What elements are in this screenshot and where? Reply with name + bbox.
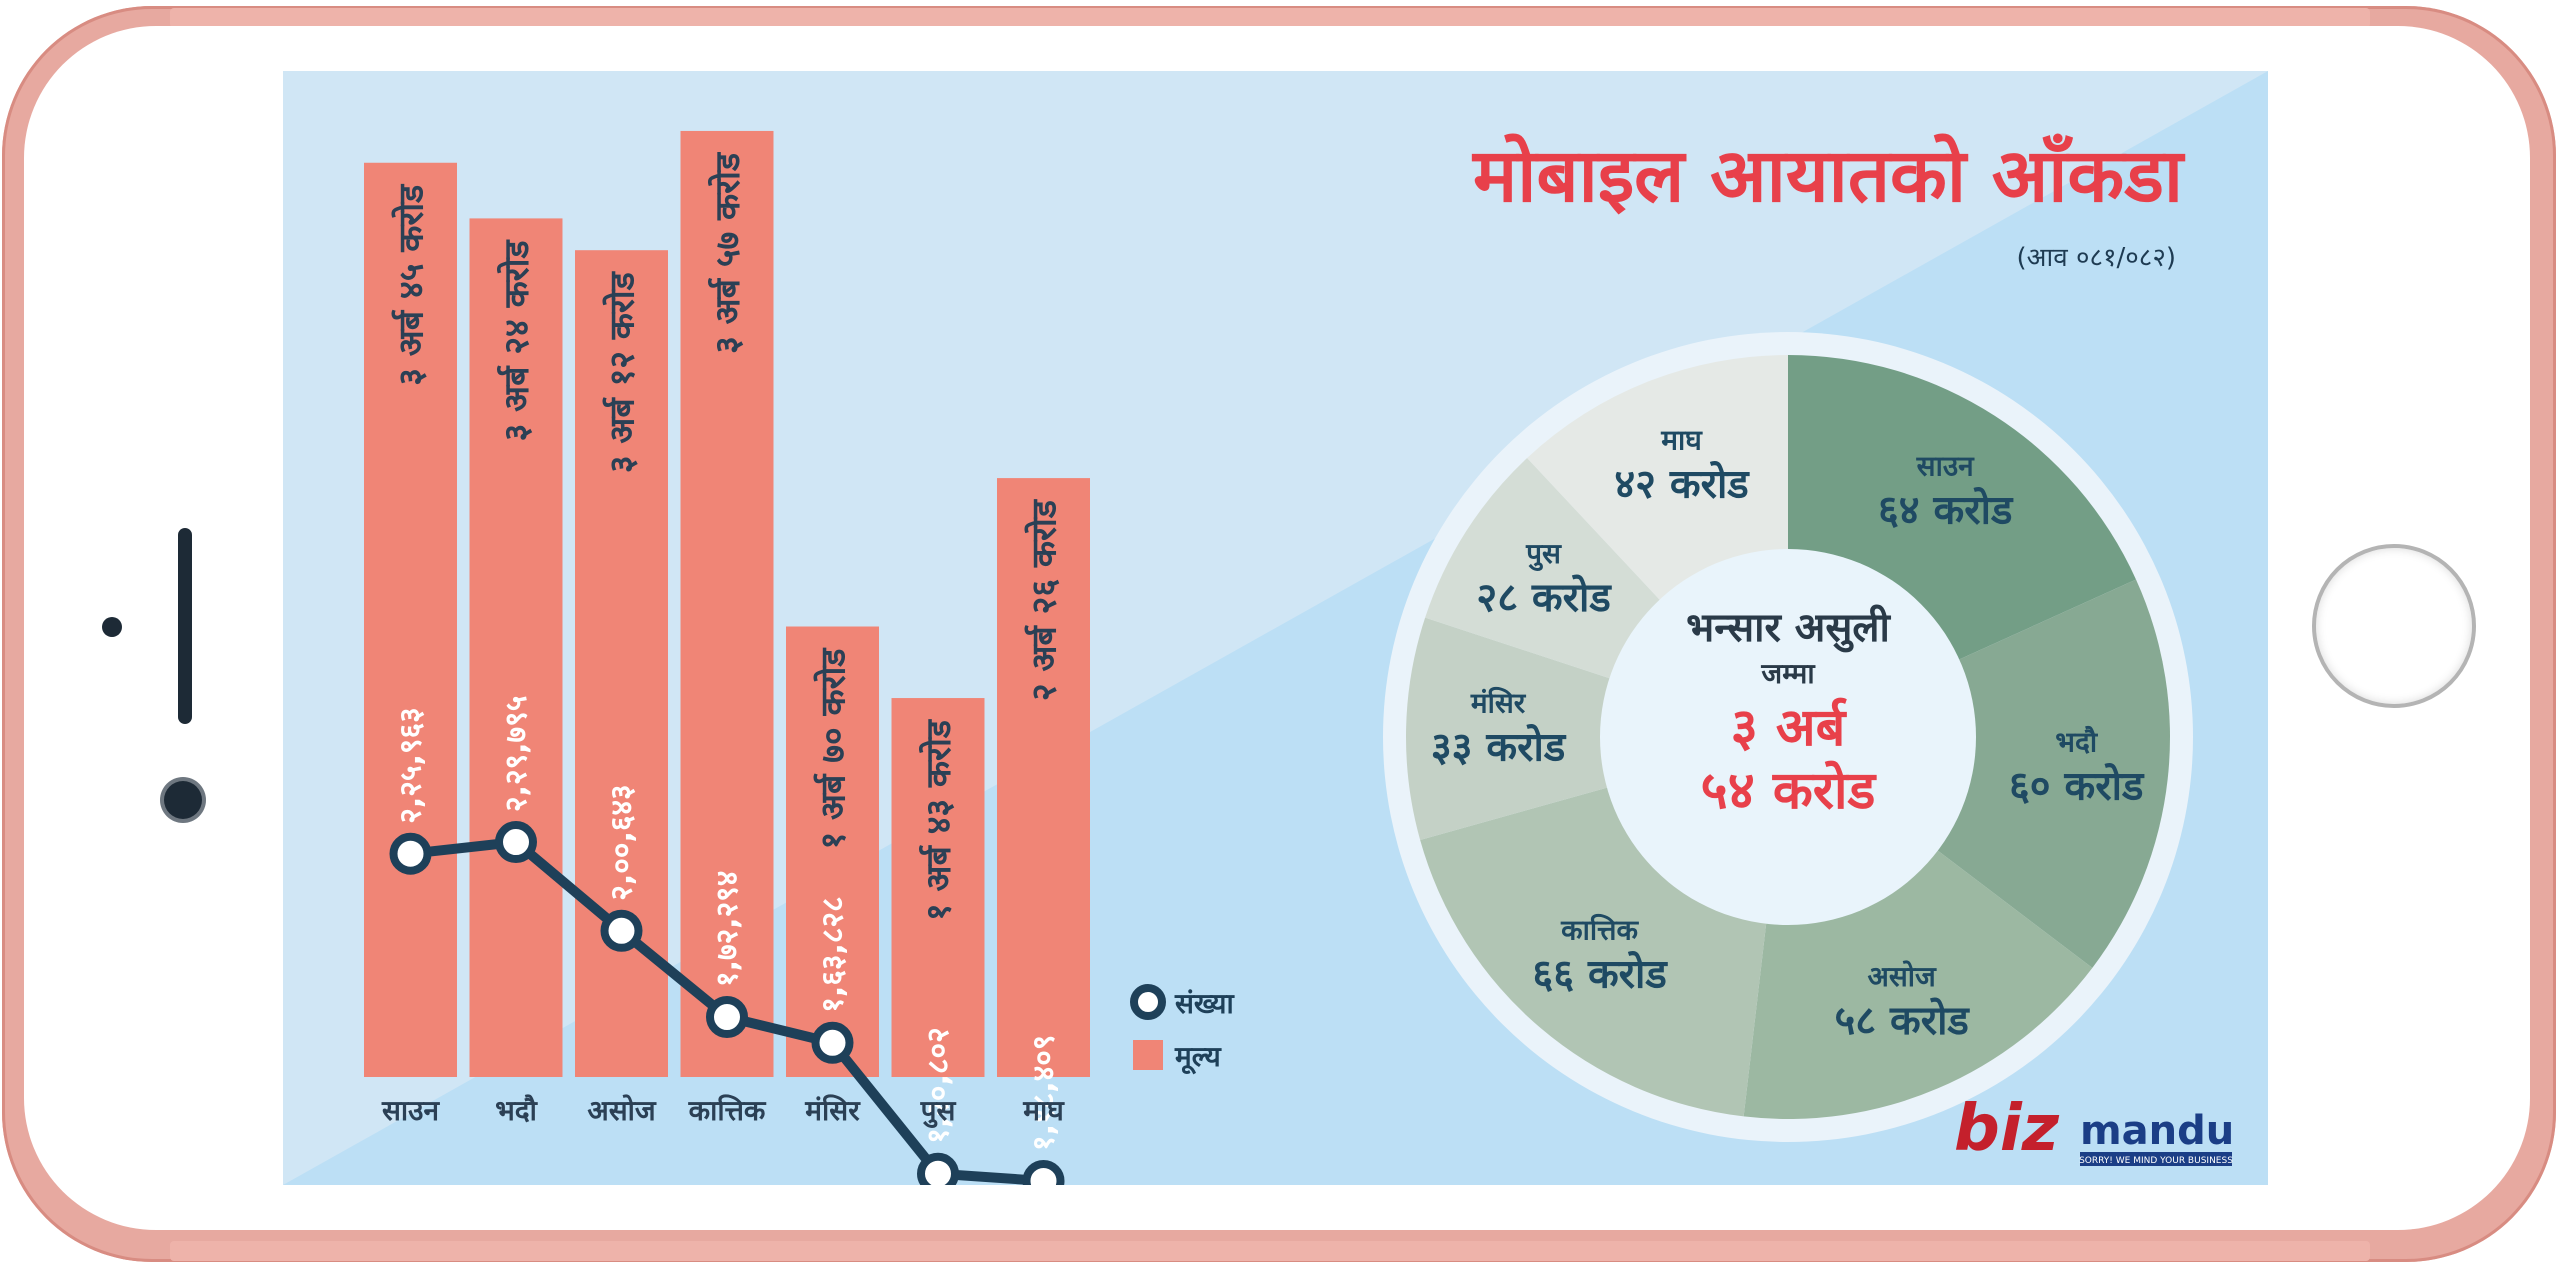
x-axis-labels: साउन भदौ असोज कात्तिक मंसिर पुस माघ	[381, 1094, 1065, 1128]
count-point	[495, 821, 537, 864]
bar-count-label: १,७२,२९४	[710, 871, 745, 987]
bizmandu-logo: biz mandu SORRY! WE MIND YOUR BUSINESS	[1954, 1092, 2234, 1166]
front-camera-icon	[164, 781, 202, 819]
donut-slice-name: मंसिर	[1470, 687, 1527, 720]
phone-screen: ३ अर्ब ४५ करोड २,२५,९६३ ३ अर्ब २४ करोड २,२९…	[283, 71, 2268, 1185]
donut-slice-value: २८ करोड	[1476, 574, 1612, 621]
count-point	[917, 1152, 959, 1185]
count-point	[600, 909, 643, 952]
bar-value-label: १ अर्ब ४३ करोड	[918, 718, 959, 921]
value-bar	[364, 162, 457, 1077]
earpiece-speaker	[178, 528, 192, 724]
donut-labels: साउन ६४ करोड भदौ ६० करोड असोज ५८ करोड कात्तिक ६…	[1431, 423, 2145, 1044]
logo-mandu: mandu	[2080, 1108, 2234, 1154]
x-tick-label: मंसिर	[804, 1094, 861, 1127]
bar-count-label: २,२९,७९५	[499, 696, 534, 812]
donut-slice-name: पुस	[1525, 537, 1562, 571]
logo-tagline: SORRY! WE MIND YOUR BUSINESS	[2079, 1156, 2233, 1166]
donut-slice-name: माघ	[1660, 423, 1703, 456]
bar-count-label: १,६३,८२८	[816, 896, 851, 1012]
x-tick-label: माघ	[1022, 1094, 1065, 1127]
legend-count-marker	[1130, 984, 1166, 1020]
donut-slice-name: कात्तिक	[1560, 913, 1639, 946]
x-tick-label: कात्तिक	[688, 1094, 767, 1127]
count-point	[811, 1021, 854, 1064]
bar-count-label: १,२०,८०२	[921, 1027, 956, 1143]
page-subtitle: (आव ०८१/०८२)	[2017, 243, 2176, 273]
logo-tagline-bar	[2080, 1152, 2232, 1166]
value-bar	[469, 218, 563, 1077]
donut-slice	[1788, 579, 2170, 968]
page-title: मोबाइल आयातको आँकडा	[1471, 133, 2186, 219]
donut-slice-value: ५८ करोड	[1834, 997, 1970, 1044]
bar-count-label: १,१८,४०९	[1027, 1035, 1062, 1151]
donut-slice-value: ४२ करोड	[1614, 460, 1750, 507]
value-bar	[997, 478, 1090, 1078]
bar-value-label: ३ अर्ब ४५ करोड	[391, 183, 432, 386]
bar-count-label: २,२५,९६३	[394, 707, 429, 823]
count-line-series	[389, 821, 1065, 1185]
donut-center	[1600, 549, 1976, 925]
legend: संख्या मूल्य	[1130, 984, 1236, 1075]
value-bar	[680, 130, 774, 1077]
legend-count-label: संख्या	[1174, 987, 1236, 1020]
value-bar	[786, 626, 879, 1077]
bar-value-label: ३ अर्ब १२ करोड	[602, 270, 643, 473]
donut-slice-value: ६६ करोड	[1532, 950, 1668, 997]
phone-antenna-band-bottom	[170, 1241, 2370, 1261]
donut-slice	[1405, 617, 1788, 840]
home-button[interactable]	[2312, 544, 2476, 708]
proximity-sensor	[102, 617, 122, 637]
donut-slice-name: असोज	[1867, 960, 1937, 993]
x-tick-label: असोज	[587, 1094, 657, 1127]
center-total-line2: ५४ करोड	[1701, 760, 1878, 821]
bar-value-label: १ अर्ब ७० करोड	[813, 647, 854, 850]
legend-value-marker	[1133, 1040, 1163, 1070]
donut-slice-value: ६० करोड	[2009, 762, 2145, 809]
x-tick-label: साउन	[381, 1094, 441, 1127]
center-total-line1: ३ अर्ब	[1731, 697, 1848, 758]
count-point	[1022, 1159, 1065, 1185]
bar-count-label: २,००,६४३	[605, 784, 640, 900]
logo-biz: biz	[1954, 1092, 2060, 1166]
value-bar	[891, 698, 985, 1077]
donut-slice-value: ३३ करोड	[1431, 724, 1567, 771]
bar-value-label: ३ अर्ब ५७ करोड	[707, 151, 748, 354]
x-tick-label: पुस	[920, 1094, 957, 1128]
phone-antenna-band-top	[170, 8, 2370, 28]
legend-value-label: मूल्य	[1174, 1040, 1223, 1075]
count-point	[706, 996, 748, 1039]
bar-chart: ३ अर्ब ४५ करोड २,२५,९६३ ३ अर्ब २४ करोड २,२९…	[364, 130, 1090, 1151]
bar-value-label: २ अर्ब २६ करोड	[1024, 498, 1065, 701]
donut-slice-value: ६४ करोड	[1878, 486, 2014, 533]
center-title: भन्सार असुली	[1686, 604, 1891, 653]
infographic: ३ अर्ब ४५ करोड २,२५,९६३ ३ अर्ब २४ करोड २,२९…	[283, 71, 2268, 1185]
donut-slice-name: भदौ	[2055, 725, 2099, 758]
bar-value-label: ३ अर्ब २४ करोड	[496, 239, 537, 442]
center-subtitle: जम्मा	[1760, 657, 1816, 690]
count-point	[389, 832, 432, 875]
x-tick-label: भदौ	[495, 1094, 539, 1127]
donut-slice-name: साउन	[1916, 449, 1976, 482]
